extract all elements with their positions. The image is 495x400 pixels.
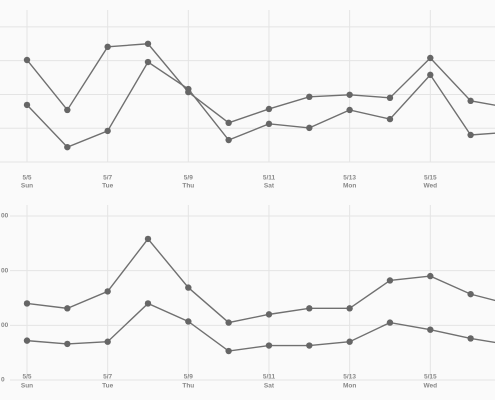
data-point [265,105,273,113]
data-point [386,319,394,326]
data-point [144,58,152,66]
x-tick-sublabel: Wed [423,383,437,390]
data-point [104,338,111,345]
data-point [225,319,232,326]
data-point [346,91,353,98]
series-line [26,237,495,324]
data-point [64,305,71,312]
y-tick-label: 00 [1,267,9,274]
x-tick-sublabel: Wed [423,183,437,190]
data-point [467,335,474,342]
data-point [23,337,31,344]
x-tick-label: 5/11 [263,374,276,381]
x-tick-label: 5/7 [103,374,112,381]
data-point [346,305,353,312]
data-point [225,136,232,144]
x-tick-label: 5/9 [184,175,193,182]
data-point [386,277,394,284]
x-tick-sublabel: Sat [264,183,275,190]
data-point [265,120,273,128]
data-point [104,127,111,135]
x-tick-label: 5/15 [424,175,437,182]
x-tick-label: 5/15 [424,374,437,381]
x-tick-label: 5/7 [103,175,112,182]
data-point [467,131,474,139]
x-tick-sublabel: Mon [343,383,356,390]
x-tick-sublabel: Sat [264,383,275,390]
data-point [64,143,71,151]
data-point [306,305,313,312]
data-point [185,85,192,93]
data-point [265,311,273,318]
data-point [23,56,31,64]
data-point [23,300,31,307]
x-tick-sublabel: Sun [21,383,33,390]
x-tick-label: 5/13 [343,175,356,182]
data-point [427,272,434,280]
x-tick-sublabel: Mon [343,183,356,190]
data-point [306,124,313,132]
data-point [427,54,434,62]
data-point [265,342,273,349]
series-line [26,61,495,148]
data-point [225,119,232,127]
x-tick-label: 5/11 [263,175,276,182]
data-point [23,101,31,109]
data-point [306,93,313,101]
data-point [346,106,353,114]
y-tick-label: 0 [1,377,5,384]
data-point [386,115,394,123]
data-point [64,340,71,348]
data-point [386,94,394,102]
data-point [427,326,434,333]
y-tick-label: 00 [1,213,9,220]
data-point [225,347,232,355]
x-tick-label: 5/9 [184,374,193,381]
data-point [306,342,313,349]
data-point [427,71,434,79]
data-point [144,40,152,47]
data-point [104,43,111,51]
x-tick-sublabel: Tue [102,183,113,190]
y-tick-label: 00 [1,322,9,329]
data-point [467,97,474,105]
x-tick-label: 5/13 [343,374,356,381]
series-line [26,43,495,124]
data-point [346,338,353,345]
data-point [467,290,474,298]
x-tick-sublabel: Tue [102,383,113,390]
data-point [144,235,152,243]
series-line [26,302,495,352]
data-point [104,288,111,295]
x-tick-label: 5/5 [22,374,31,381]
x-tick-label: 5/5 [22,175,31,182]
data-point [64,106,71,114]
x-tick-sublabel: Sun [21,183,33,190]
x-tick-sublabel: Thu [182,383,194,390]
data-point [144,300,152,307]
data-point [185,318,192,325]
data-point [185,284,192,291]
x-tick-sublabel: Thu [182,183,194,190]
